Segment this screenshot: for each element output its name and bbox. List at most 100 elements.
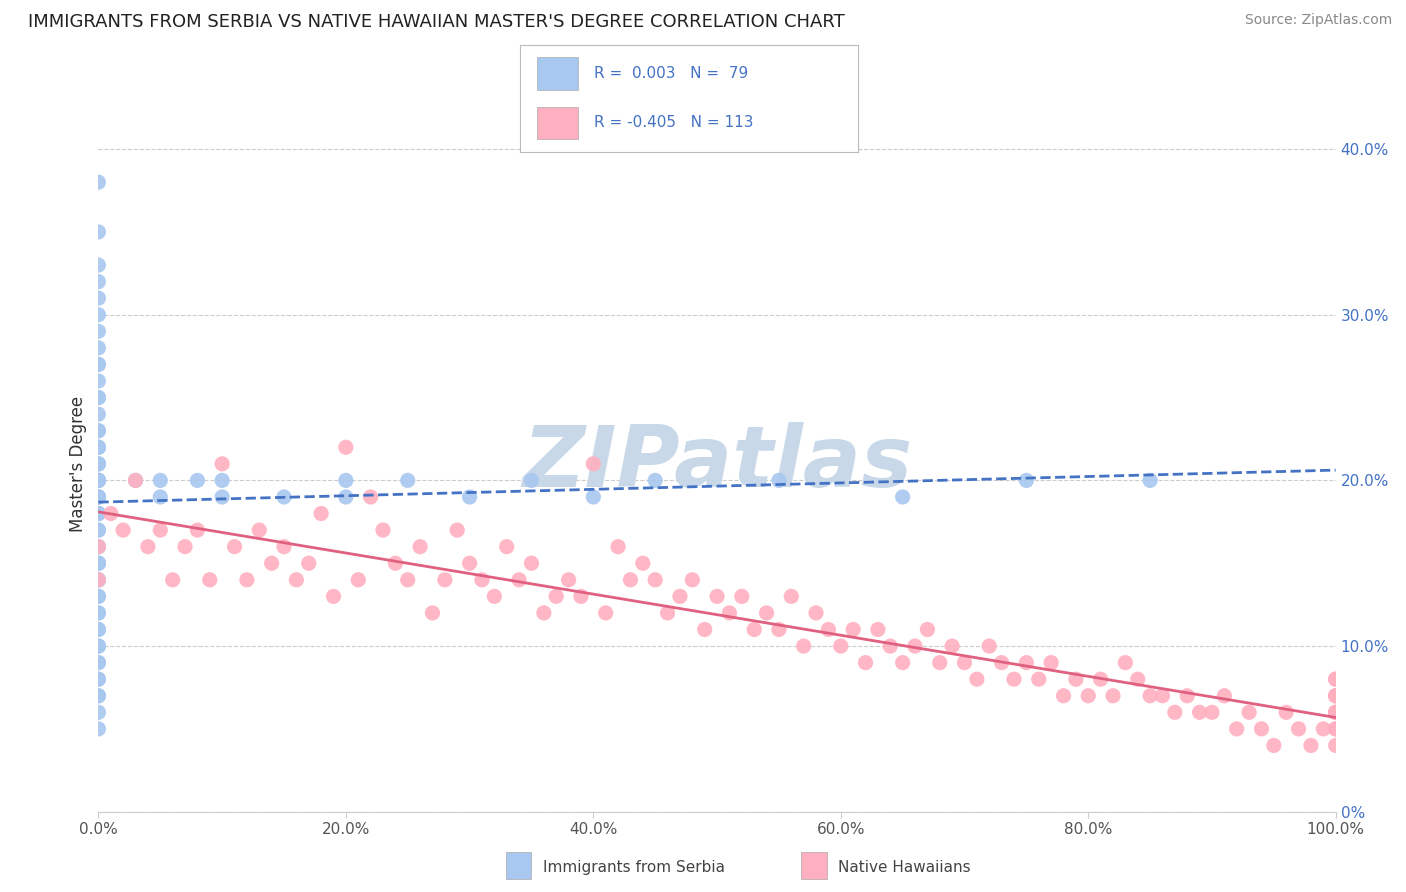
Point — [520, 556, 543, 570]
FancyBboxPatch shape — [537, 107, 578, 139]
Point — [87, 672, 110, 686]
Point — [644, 573, 666, 587]
Point — [904, 639, 927, 653]
Point — [87, 474, 110, 488]
Point — [87, 457, 110, 471]
Point — [1028, 672, 1050, 686]
Point — [87, 623, 110, 637]
Point — [87, 474, 110, 488]
Point — [768, 474, 790, 488]
Point — [1002, 672, 1025, 686]
Point — [941, 639, 963, 653]
Point — [644, 474, 666, 488]
Point — [100, 507, 122, 521]
Point — [1324, 706, 1347, 720]
Text: Source: ZipAtlas.com: Source: ZipAtlas.com — [1244, 13, 1392, 28]
Point — [322, 590, 344, 604]
Point — [731, 590, 754, 604]
Point — [87, 573, 110, 587]
Point — [87, 424, 110, 438]
Point — [112, 523, 135, 537]
Point — [446, 523, 468, 537]
Point — [804, 606, 827, 620]
Point — [87, 474, 110, 488]
Point — [87, 490, 110, 504]
Point — [458, 556, 481, 570]
Point — [87, 391, 110, 405]
Point — [817, 623, 839, 637]
Point — [842, 623, 865, 637]
Point — [1312, 722, 1334, 736]
Point — [1126, 672, 1149, 686]
Point — [582, 457, 605, 471]
Point — [669, 590, 692, 604]
Point — [87, 291, 110, 305]
Point — [260, 556, 283, 570]
Point — [87, 507, 110, 521]
Point — [124, 474, 146, 488]
Point — [1164, 706, 1187, 720]
Point — [335, 440, 357, 454]
Point — [247, 523, 270, 537]
Point — [87, 573, 110, 587]
Point — [87, 556, 110, 570]
Point — [681, 573, 703, 587]
Point — [298, 556, 321, 570]
Point — [87, 440, 110, 454]
Point — [384, 556, 406, 570]
Point — [891, 490, 914, 504]
Point — [87, 507, 110, 521]
Point — [87, 341, 110, 355]
Point — [928, 656, 950, 670]
Point — [1324, 706, 1347, 720]
Point — [755, 606, 778, 620]
Point — [1226, 722, 1249, 736]
Point — [87, 457, 110, 471]
Point — [285, 573, 308, 587]
Point — [396, 474, 419, 488]
FancyBboxPatch shape — [537, 57, 578, 89]
Point — [1015, 474, 1038, 488]
Point — [87, 358, 110, 372]
Point — [211, 474, 233, 488]
Point — [87, 374, 110, 388]
Point — [1324, 706, 1347, 720]
Point — [87, 540, 110, 554]
Point — [631, 556, 654, 570]
Text: IMMIGRANTS FROM SERBIA VS NATIVE HAWAIIAN MASTER'S DEGREE CORRELATION CHART: IMMIGRANTS FROM SERBIA VS NATIVE HAWAIIA… — [28, 13, 845, 31]
Point — [186, 474, 208, 488]
Point — [742, 623, 765, 637]
Point — [162, 573, 184, 587]
Point — [891, 656, 914, 670]
Point — [1139, 689, 1161, 703]
Point — [1275, 706, 1298, 720]
Point — [174, 540, 197, 554]
Y-axis label: Master's Degree: Master's Degree — [69, 396, 87, 532]
Point — [780, 590, 803, 604]
Point — [1175, 689, 1198, 703]
Point — [87, 474, 110, 488]
Point — [1139, 474, 1161, 488]
Point — [360, 490, 382, 504]
Point — [495, 540, 517, 554]
Point — [87, 474, 110, 488]
Point — [87, 424, 110, 438]
Point — [471, 573, 494, 587]
Point — [87, 440, 110, 454]
Text: R =  0.003   N =  79: R = 0.003 N = 79 — [595, 66, 749, 81]
Point — [1152, 689, 1174, 703]
Point — [1324, 722, 1347, 736]
Point — [546, 590, 568, 604]
Point — [87, 490, 110, 504]
Point — [87, 672, 110, 686]
Point — [87, 391, 110, 405]
Point — [87, 689, 110, 703]
Point — [335, 474, 357, 488]
Point — [1263, 739, 1285, 753]
Point — [409, 540, 432, 554]
Point — [1288, 722, 1310, 736]
Point — [198, 573, 221, 587]
Point — [87, 590, 110, 604]
Point — [458, 490, 481, 504]
Point — [793, 639, 815, 653]
